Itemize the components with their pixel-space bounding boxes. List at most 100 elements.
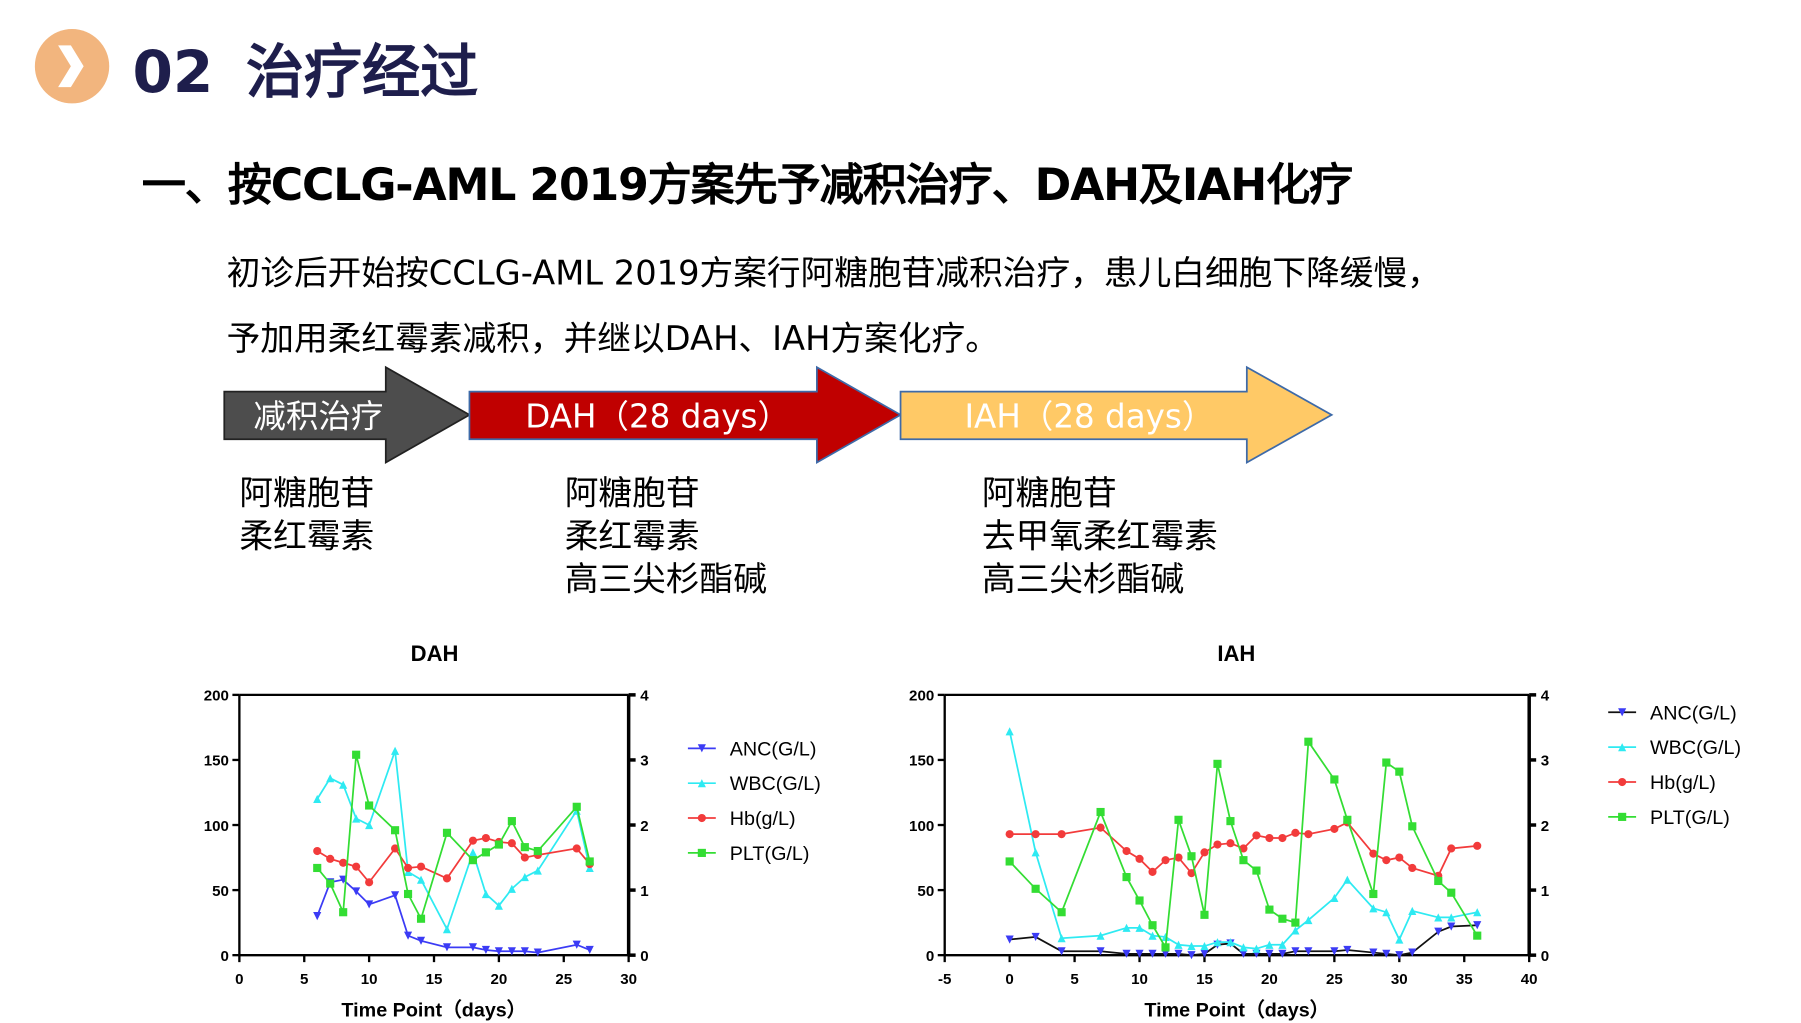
data-point [365, 878, 374, 887]
data-point [1434, 913, 1443, 922]
data-point [520, 843, 529, 852]
y-left-tick-label: 150 [909, 753, 934, 770]
data-point [326, 854, 335, 863]
drug-item: 柔红霉素 [564, 515, 700, 556]
y-right-tick-label: 1 [640, 883, 648, 900]
data-point [1473, 921, 1482, 930]
data-point [1330, 893, 1339, 902]
data-point [1278, 833, 1287, 843]
series-line [316, 837, 591, 884]
data-point [442, 874, 452, 883]
y-right-tick-label: 4 [1541, 688, 1550, 705]
data-point [1369, 889, 1378, 899]
x-tick-label: 30 [1391, 971, 1408, 988]
data-point [520, 947, 529, 956]
data-point [468, 848, 478, 857]
data-point [1096, 823, 1105, 832]
data-point [1395, 767, 1404, 776]
x-tick-label: 20 [1261, 971, 1278, 988]
x-tick-label: 0 [235, 971, 243, 988]
drug-list-iah: 阿糖胞苷 去甲氧柔红霉素 高三尖杉酯碱 [982, 472, 1218, 601]
data-point [1330, 775, 1339, 784]
data-point [1252, 866, 1261, 875]
section-title-text: 治疗经过 [245, 38, 479, 106]
data-point [1239, 856, 1248, 865]
data-point [1265, 949, 1274, 958]
data-point [1382, 758, 1391, 767]
data-point [507, 947, 516, 956]
data-point [507, 839, 516, 848]
data-point [1005, 935, 1014, 944]
data-point [1343, 945, 1352, 955]
x-tick-label: 30 [620, 971, 637, 988]
data-point [1434, 927, 1443, 936]
y-right-tick-label: 4 [640, 688, 649, 705]
data-point [1239, 943, 1248, 952]
data-point [1447, 922, 1456, 931]
data-point [1174, 949, 1183, 958]
series-line [1008, 731, 1478, 950]
y-right-tick-label: 1 [1541, 883, 1549, 900]
legend-item: WBC(G/L) [687, 773, 821, 795]
data-point [1291, 918, 1300, 927]
data-point [1122, 949, 1131, 958]
drug-list-debulking: 阿糖胞苷 柔红霉素 [239, 472, 374, 558]
data-point [416, 914, 426, 923]
legend-label: WBC(G/L) [1650, 737, 1741, 759]
y-left-tick-label: 0 [926, 948, 934, 965]
data-point [533, 866, 542, 875]
data-point [507, 817, 516, 826]
data-point [1226, 817, 1235, 826]
data-point [1408, 822, 1417, 831]
data-point [1174, 853, 1183, 862]
data-point [1057, 934, 1066, 943]
iah-chart: IAH-5 0 5 10 15 20 25 30 35 4005010015020001234Ti… [909, 641, 1741, 1022]
series-line [1009, 739, 1478, 951]
phase-arrow-dah [468, 365, 903, 464]
x-tick-label: 0 [1005, 971, 1013, 988]
section-title: 02 治疗经过 [132, 26, 478, 110]
legend-marker [1618, 743, 1627, 752]
y-left-tick-label: 50 [212, 883, 229, 900]
data-point [572, 802, 581, 811]
legend-item: Hb(g/L) [1608, 772, 1716, 794]
legend-item: PLT(G/L) [1608, 807, 1730, 829]
data-point [1304, 830, 1313, 839]
data-point [326, 879, 335, 888]
data-point [339, 908, 348, 917]
data-point [1122, 873, 1131, 882]
y-left-tick-label: 0 [221, 948, 229, 965]
x-tick-label: 40 [1521, 971, 1538, 988]
data-point [1200, 941, 1209, 951]
series-line [1009, 924, 1478, 957]
data-point [1148, 921, 1157, 930]
y-left-tick-label: 100 [909, 818, 934, 835]
data-point [391, 826, 400, 835]
legend-label: PLT(G/L) [1650, 807, 1730, 829]
y-left-tick-label: 200 [204, 688, 229, 705]
data-point [1057, 908, 1066, 917]
data-point [352, 750, 361, 759]
data-point [1213, 938, 1222, 947]
data-point [1343, 875, 1352, 884]
data-point [468, 836, 478, 845]
x-tick-label: 10 [361, 971, 378, 988]
data-point [313, 863, 322, 873]
phase-arrow-debulking [223, 365, 472, 464]
data-point [339, 858, 348, 867]
paragraph-line-1: 初诊后开始按CCLG-AML 2019方案行阿糖胞苷减积治疗，患儿白细胞下降缓慢… [226, 253, 1441, 293]
data-point [416, 875, 426, 884]
data-point [1395, 853, 1404, 862]
data-point [1161, 932, 1170, 942]
y-right-tick-label: 0 [640, 948, 648, 965]
data-point [1252, 831, 1261, 840]
data-point [1135, 949, 1144, 958]
legend-label: Hb(g/L) [730, 808, 796, 830]
data-point [403, 931, 413, 940]
treatment-timeline [223, 365, 1334, 464]
legend-marker [1618, 777, 1627, 787]
data-point [1135, 896, 1144, 905]
data-point [1278, 940, 1287, 949]
data-point [1291, 926, 1300, 935]
data-point [1343, 815, 1352, 824]
